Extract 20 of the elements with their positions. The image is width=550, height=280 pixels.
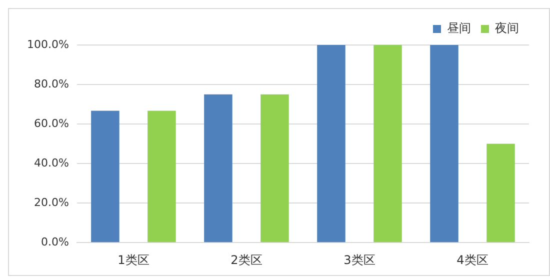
bar (148, 110, 176, 242)
y-tick-label: 60.0% (34, 116, 69, 130)
y-tick-label: 0.0% (40, 235, 69, 248)
bar (486, 144, 515, 242)
legend-label: 昼间 (447, 21, 471, 36)
y-tick-label: 100.0% (26, 38, 69, 51)
legend-label: 夜间 (495, 21, 519, 36)
bar (91, 110, 120, 242)
bar (317, 45, 346, 242)
x-tick-label: 2类区 (230, 252, 262, 267)
bar (204, 94, 232, 242)
bar (374, 45, 402, 242)
bar (430, 45, 458, 242)
x-tick-label: 1类区 (118, 252, 150, 267)
y-tick-label: 80.0% (34, 77, 69, 90)
x-tick-label: 3类区 (344, 252, 376, 267)
y-tick-label: 40.0% (34, 156, 69, 170)
y-tick-label: 20.0% (34, 196, 69, 209)
x-tick-label: 4类区 (456, 252, 488, 267)
bar (260, 94, 289, 242)
